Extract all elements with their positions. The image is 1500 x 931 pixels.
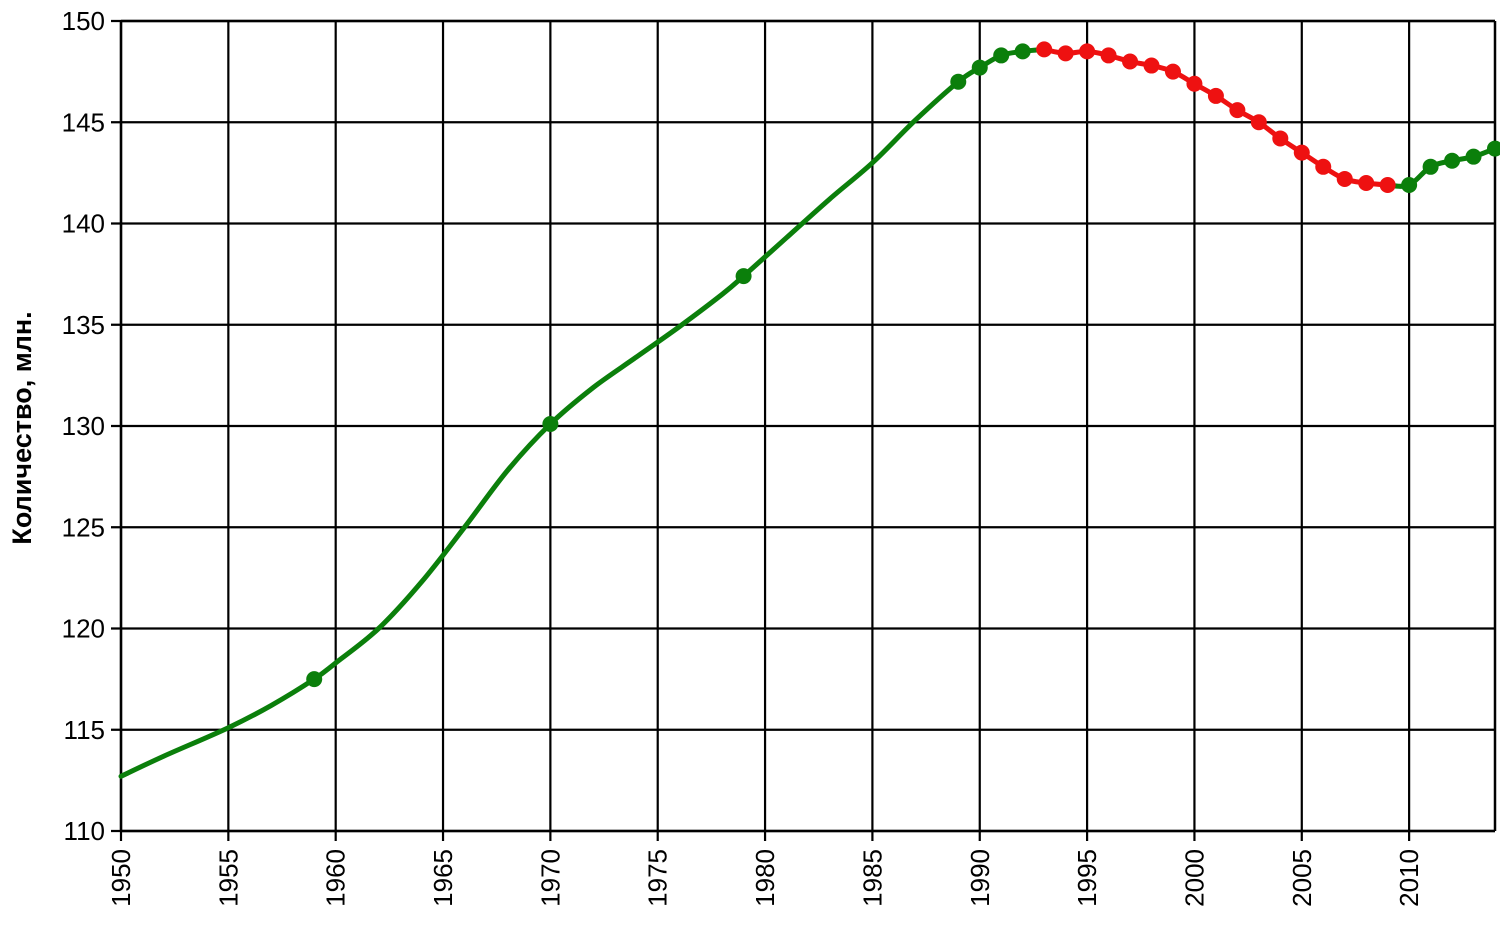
data-point-1997 bbox=[1122, 53, 1139, 70]
data-point-1996 bbox=[1100, 47, 1117, 64]
data-point-2012 bbox=[1444, 152, 1461, 169]
data-point-1999 bbox=[1164, 63, 1181, 80]
y-tick-label: 140 bbox=[62, 209, 105, 239]
y-tick-label: 145 bbox=[62, 107, 105, 137]
x-tick-label: 1955 bbox=[213, 849, 243, 907]
data-point-2007 bbox=[1336, 170, 1353, 187]
population-series bbox=[118, 46, 1498, 779]
y-tick-label: 110 bbox=[64, 816, 105, 846]
data-point-2006 bbox=[1315, 158, 1332, 175]
x-tick-label: 1960 bbox=[321, 849, 351, 907]
y-tick-label: 125 bbox=[62, 512, 105, 542]
x-tick-label: 1975 bbox=[643, 849, 673, 907]
x-tick-label: 2000 bbox=[1179, 849, 1209, 907]
data-point-1994 bbox=[1057, 45, 1074, 62]
data-point-1989 bbox=[950, 73, 967, 90]
data-point-2011 bbox=[1422, 158, 1439, 175]
data-point-2005 bbox=[1293, 144, 1310, 161]
y-tick-label: 120 bbox=[62, 614, 105, 644]
population-growth-segment bbox=[118, 46, 1047, 779]
data-point-2010 bbox=[1401, 177, 1418, 194]
data-point-2013 bbox=[1465, 148, 1482, 165]
y-axis-title: Количество, млн. bbox=[7, 311, 37, 544]
data-markers bbox=[306, 41, 1500, 688]
data-point-2000 bbox=[1186, 75, 1203, 92]
data-point-2003 bbox=[1250, 114, 1267, 131]
data-point-1992 bbox=[1014, 43, 1031, 60]
x-tick-label: 1965 bbox=[428, 849, 458, 907]
data-point-1993 bbox=[1036, 41, 1053, 58]
population-decline-segment bbox=[1041, 46, 1391, 188]
data-point-2009 bbox=[1379, 177, 1396, 194]
data-point-1979 bbox=[735, 268, 752, 285]
x-tick-label: 1980 bbox=[750, 849, 780, 907]
data-point-2002 bbox=[1229, 102, 1246, 119]
x-axis-tick-labels: 1950 1955 1960 1965 1970 1975 1980 1985 1990 1995… bbox=[106, 849, 1424, 907]
x-tick-label: 2005 bbox=[1287, 849, 1317, 907]
data-point-1970 bbox=[542, 415, 559, 432]
data-point-1998 bbox=[1143, 57, 1160, 74]
data-point-2001 bbox=[1207, 87, 1224, 104]
x-tick-label: 1950 bbox=[106, 849, 136, 907]
y-tick-label: 150 bbox=[62, 6, 105, 36]
x-tick-label: 1985 bbox=[857, 849, 887, 907]
data-point-2014 bbox=[1487, 140, 1500, 157]
x-tick-label: 1995 bbox=[1072, 849, 1102, 907]
x-tick-label: 1990 bbox=[965, 849, 995, 907]
data-point-2008 bbox=[1358, 175, 1375, 191]
data-point-2004 bbox=[1272, 130, 1289, 147]
y-tick-label: 135 bbox=[62, 310, 105, 340]
x-tick-label: 1970 bbox=[535, 849, 565, 907]
data-point-1995 bbox=[1079, 43, 1096, 60]
y-axis-tick-labels: 110 115 120 125 130 135 140 145 150 bbox=[62, 6, 105, 846]
data-point-1990 bbox=[971, 59, 988, 76]
data-point-1959 bbox=[306, 671, 323, 688]
data-point-1991 bbox=[993, 47, 1010, 64]
y-tick-label: 115 bbox=[64, 715, 105, 745]
y-tick-label: 130 bbox=[62, 411, 105, 441]
x-tick-label: 2010 bbox=[1394, 849, 1424, 907]
